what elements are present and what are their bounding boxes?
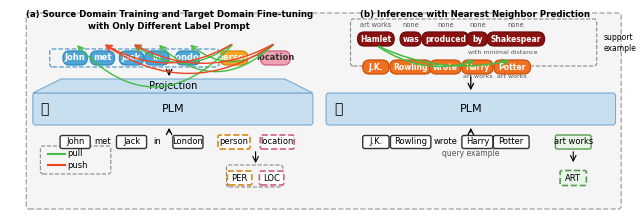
Text: was: was	[403, 34, 419, 44]
Polygon shape	[33, 79, 313, 93]
Text: John: John	[65, 54, 86, 63]
Text: pull: pull	[68, 149, 83, 159]
Text: 🧍: 🧍	[334, 102, 342, 116]
FancyBboxPatch shape	[176, 51, 200, 65]
Text: with minimal distance: with minimal distance	[468, 50, 538, 54]
Text: by: by	[472, 34, 483, 44]
Text: in: in	[153, 137, 161, 147]
Text: art works: art works	[463, 73, 492, 79]
FancyBboxPatch shape	[422, 32, 469, 46]
Text: PLM: PLM	[460, 104, 482, 114]
FancyBboxPatch shape	[487, 32, 545, 46]
Text: London: London	[172, 137, 204, 147]
FancyBboxPatch shape	[326, 93, 616, 125]
Text: met: met	[94, 137, 111, 147]
Text: Harry: Harry	[465, 63, 490, 71]
FancyBboxPatch shape	[220, 51, 248, 65]
Text: wrote: wrote	[433, 63, 458, 71]
FancyBboxPatch shape	[260, 135, 294, 149]
FancyBboxPatch shape	[494, 60, 531, 74]
Text: none: none	[437, 22, 454, 28]
Text: London: London	[170, 54, 205, 63]
Text: Rowling: Rowling	[394, 63, 428, 71]
FancyBboxPatch shape	[400, 32, 421, 46]
Text: person: person	[220, 137, 248, 147]
Text: art works: art works	[360, 22, 392, 28]
FancyBboxPatch shape	[227, 171, 252, 185]
Text: art works: art works	[497, 73, 527, 79]
Text: J.K.: J.K.	[369, 137, 383, 147]
FancyBboxPatch shape	[390, 135, 431, 149]
Text: in: in	[152, 54, 161, 63]
FancyBboxPatch shape	[60, 135, 90, 149]
Text: person: person	[218, 54, 250, 63]
Text: Shakespear: Shakespear	[491, 34, 541, 44]
FancyBboxPatch shape	[260, 51, 291, 65]
Text: Jack: Jack	[122, 54, 141, 63]
FancyBboxPatch shape	[560, 170, 586, 186]
Text: push: push	[68, 161, 88, 170]
FancyBboxPatch shape	[116, 135, 147, 149]
Text: Projection: Projection	[148, 81, 197, 91]
Text: art works: art works	[554, 137, 593, 147]
Text: Hamlet: Hamlet	[360, 34, 392, 44]
FancyBboxPatch shape	[390, 60, 431, 74]
Text: location: location	[256, 54, 294, 63]
FancyBboxPatch shape	[429, 60, 461, 74]
Text: Rowling: Rowling	[394, 137, 427, 147]
FancyBboxPatch shape	[173, 135, 203, 149]
Text: none: none	[469, 22, 486, 28]
FancyBboxPatch shape	[33, 93, 313, 125]
Text: location: location	[260, 137, 294, 147]
Text: Potter: Potter	[499, 63, 526, 71]
Text: PER: PER	[232, 174, 248, 182]
Text: LOC: LOC	[263, 174, 280, 182]
Text: query example: query example	[442, 149, 499, 159]
Text: none: none	[508, 22, 524, 28]
FancyBboxPatch shape	[218, 135, 250, 149]
Text: (b) Inference with Nearest Neighbor Prediction: (b) Inference with Nearest Neighbor Pred…	[360, 10, 589, 19]
Text: none: none	[403, 22, 419, 28]
FancyBboxPatch shape	[119, 51, 144, 65]
Text: 🧍: 🧍	[40, 102, 48, 116]
Text: Jack: Jack	[123, 137, 140, 147]
Text: met: met	[93, 54, 111, 63]
Text: support
example: support example	[604, 33, 636, 54]
FancyBboxPatch shape	[461, 60, 493, 74]
FancyBboxPatch shape	[493, 135, 529, 149]
FancyBboxPatch shape	[462, 135, 493, 149]
Text: John: John	[66, 137, 84, 147]
FancyBboxPatch shape	[145, 51, 169, 65]
FancyBboxPatch shape	[363, 135, 389, 149]
FancyBboxPatch shape	[467, 32, 488, 46]
Text: Harry: Harry	[466, 137, 489, 147]
Text: produced: produced	[425, 34, 466, 44]
FancyBboxPatch shape	[358, 32, 394, 46]
FancyBboxPatch shape	[363, 60, 389, 74]
FancyBboxPatch shape	[63, 51, 87, 65]
Text: J.K.: J.K.	[369, 63, 383, 71]
Text: ART: ART	[565, 174, 581, 182]
Text: Potter: Potter	[499, 137, 524, 147]
FancyBboxPatch shape	[90, 51, 115, 65]
Text: PLM: PLM	[161, 104, 184, 114]
Text: wrote: wrote	[433, 137, 458, 147]
FancyBboxPatch shape	[26, 13, 621, 209]
Text: (a) Source Domain Training and Target Domain Fine-tuning
with Only Different Lab: (a) Source Domain Training and Target Do…	[26, 10, 313, 32]
FancyBboxPatch shape	[259, 171, 284, 185]
FancyBboxPatch shape	[556, 135, 591, 149]
